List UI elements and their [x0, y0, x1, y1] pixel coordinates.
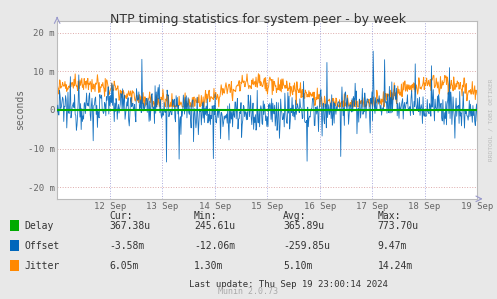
Text: -12.06m: -12.06m: [194, 241, 235, 251]
Text: 9.47m: 9.47m: [378, 241, 407, 251]
Text: NTP timing statistics for system peer - by week: NTP timing statistics for system peer - …: [110, 13, 407, 26]
Text: Munin 2.0.73: Munin 2.0.73: [219, 287, 278, 296]
Text: Jitter: Jitter: [25, 260, 60, 271]
Text: -259.85u: -259.85u: [283, 241, 331, 251]
Text: Cur:: Cur:: [109, 211, 133, 221]
Text: 245.61u: 245.61u: [194, 221, 235, 231]
Text: 365.89u: 365.89u: [283, 221, 325, 231]
Text: Min:: Min:: [194, 211, 217, 221]
Text: 14.24m: 14.24m: [378, 260, 413, 271]
Text: 773.70u: 773.70u: [378, 221, 419, 231]
Text: -3.58m: -3.58m: [109, 241, 145, 251]
Text: 6.05m: 6.05m: [109, 260, 139, 271]
Text: RRDTOOL / TOBI OETIKER: RRDTOOL / TOBI OETIKER: [488, 78, 493, 161]
Text: 367.38u: 367.38u: [109, 221, 151, 231]
Text: Last update: Thu Sep 19 23:00:14 2024: Last update: Thu Sep 19 23:00:14 2024: [189, 280, 388, 289]
Text: 5.10m: 5.10m: [283, 260, 313, 271]
Text: Max:: Max:: [378, 211, 401, 221]
Text: Delay: Delay: [25, 221, 54, 231]
Y-axis label: seconds: seconds: [15, 89, 25, 130]
Text: Avg:: Avg:: [283, 211, 307, 221]
Text: Offset: Offset: [25, 241, 60, 251]
Text: 1.30m: 1.30m: [194, 260, 223, 271]
